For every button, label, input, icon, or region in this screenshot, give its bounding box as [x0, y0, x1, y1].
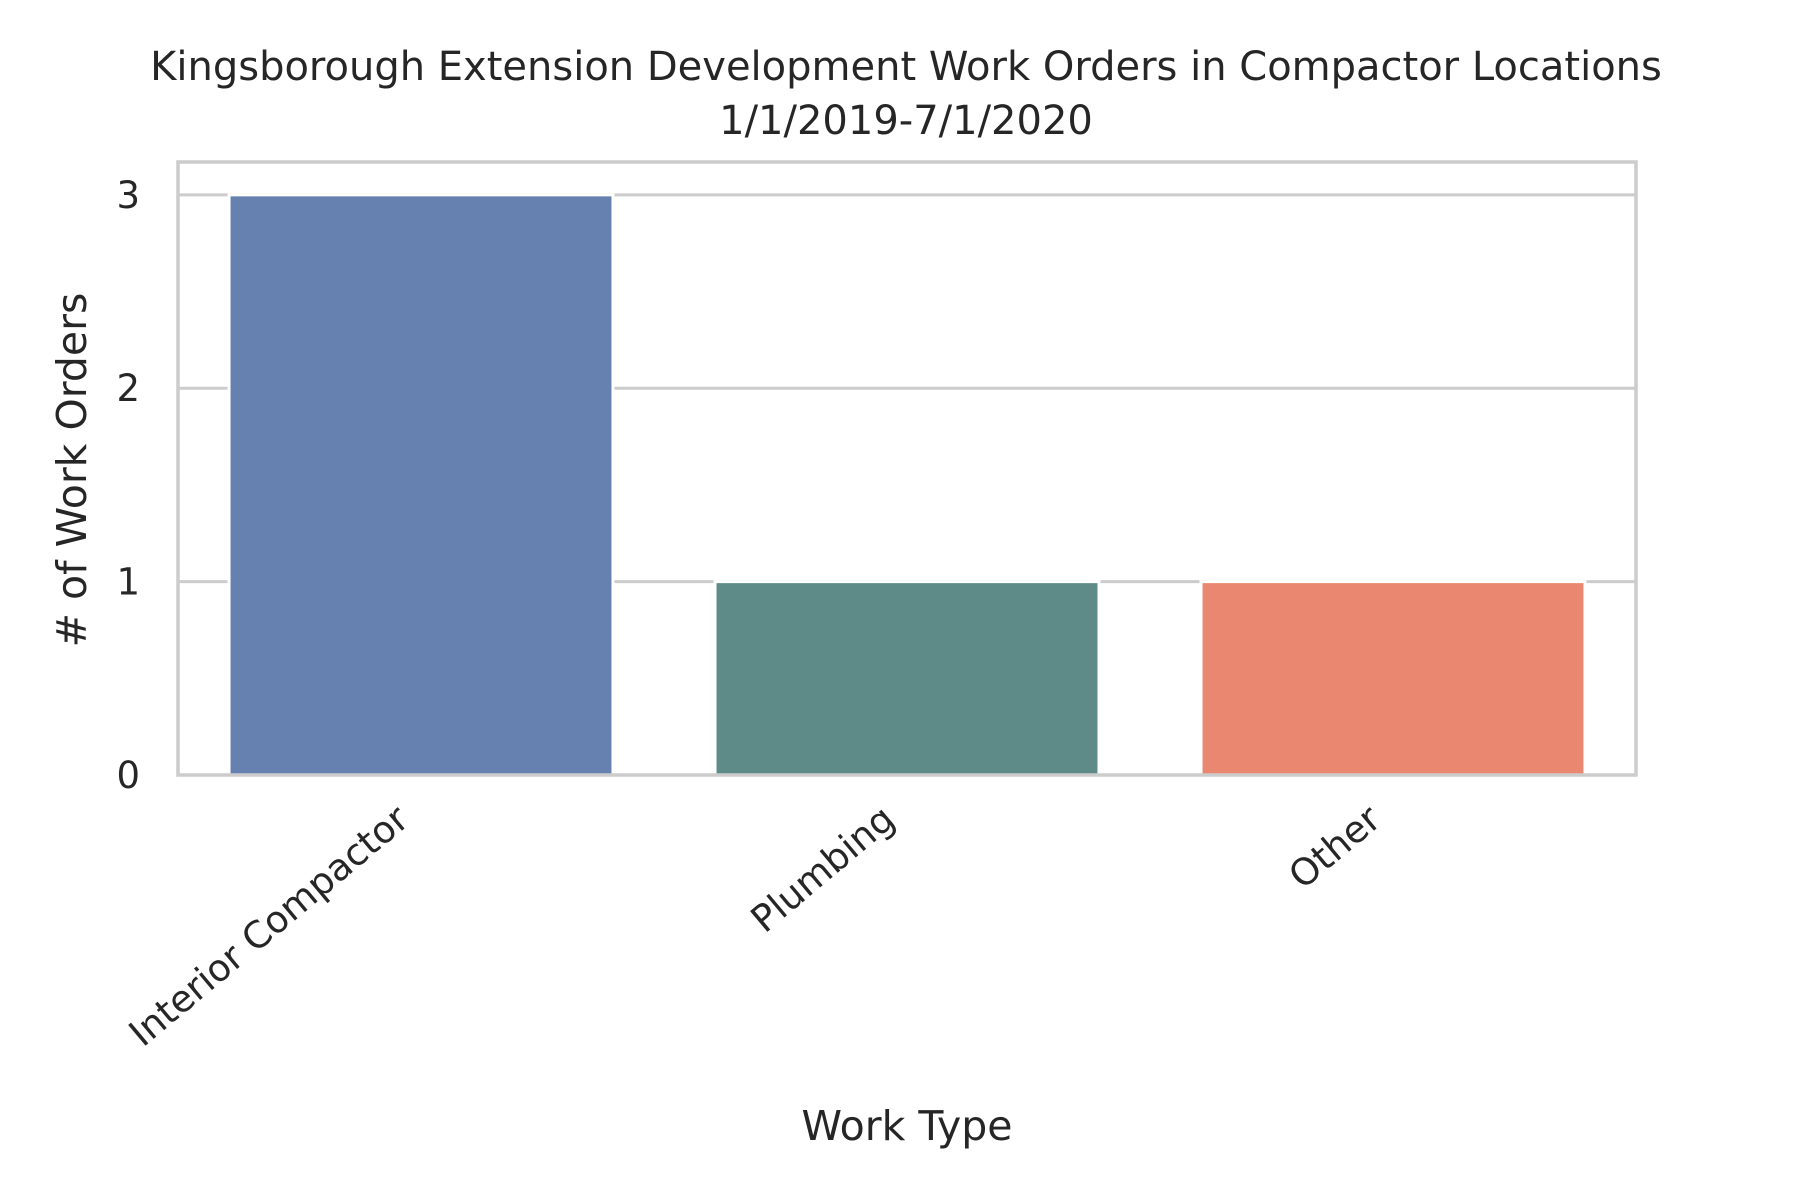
x-tick-label-other: Other: [1281, 796, 1390, 897]
bars: [227, 193, 1587, 777]
y-tick-label-1: 1: [116, 561, 140, 604]
chart-subtitle: 1/1/2019-7/1/2020: [719, 98, 1093, 144]
y-tick-label-3: 3: [116, 174, 140, 217]
x-tick-label-plumbing: Plumbing: [743, 797, 903, 941]
chart-title: Kingsborough Extension Development Work …: [150, 44, 1662, 90]
y-tick-label-2: 2: [116, 367, 140, 410]
x-tick-label-interior-compactor: Interior Compactor: [121, 796, 417, 1054]
x-axis-label: Work Type: [801, 1102, 1012, 1150]
y-tick-labels: 0 1 2 3: [116, 174, 140, 797]
y-tick-label-0: 0: [116, 754, 140, 797]
bar-interior-compactor: [227, 193, 615, 777]
bar-other: [1199, 580, 1587, 777]
y-axis-label: # of Work Orders: [48, 293, 96, 648]
x-tick-labels: Interior Compactor Plumbing Other: [121, 796, 1389, 1054]
plot-frame: [176, 160, 1638, 777]
bar-plumbing: [713, 580, 1101, 777]
